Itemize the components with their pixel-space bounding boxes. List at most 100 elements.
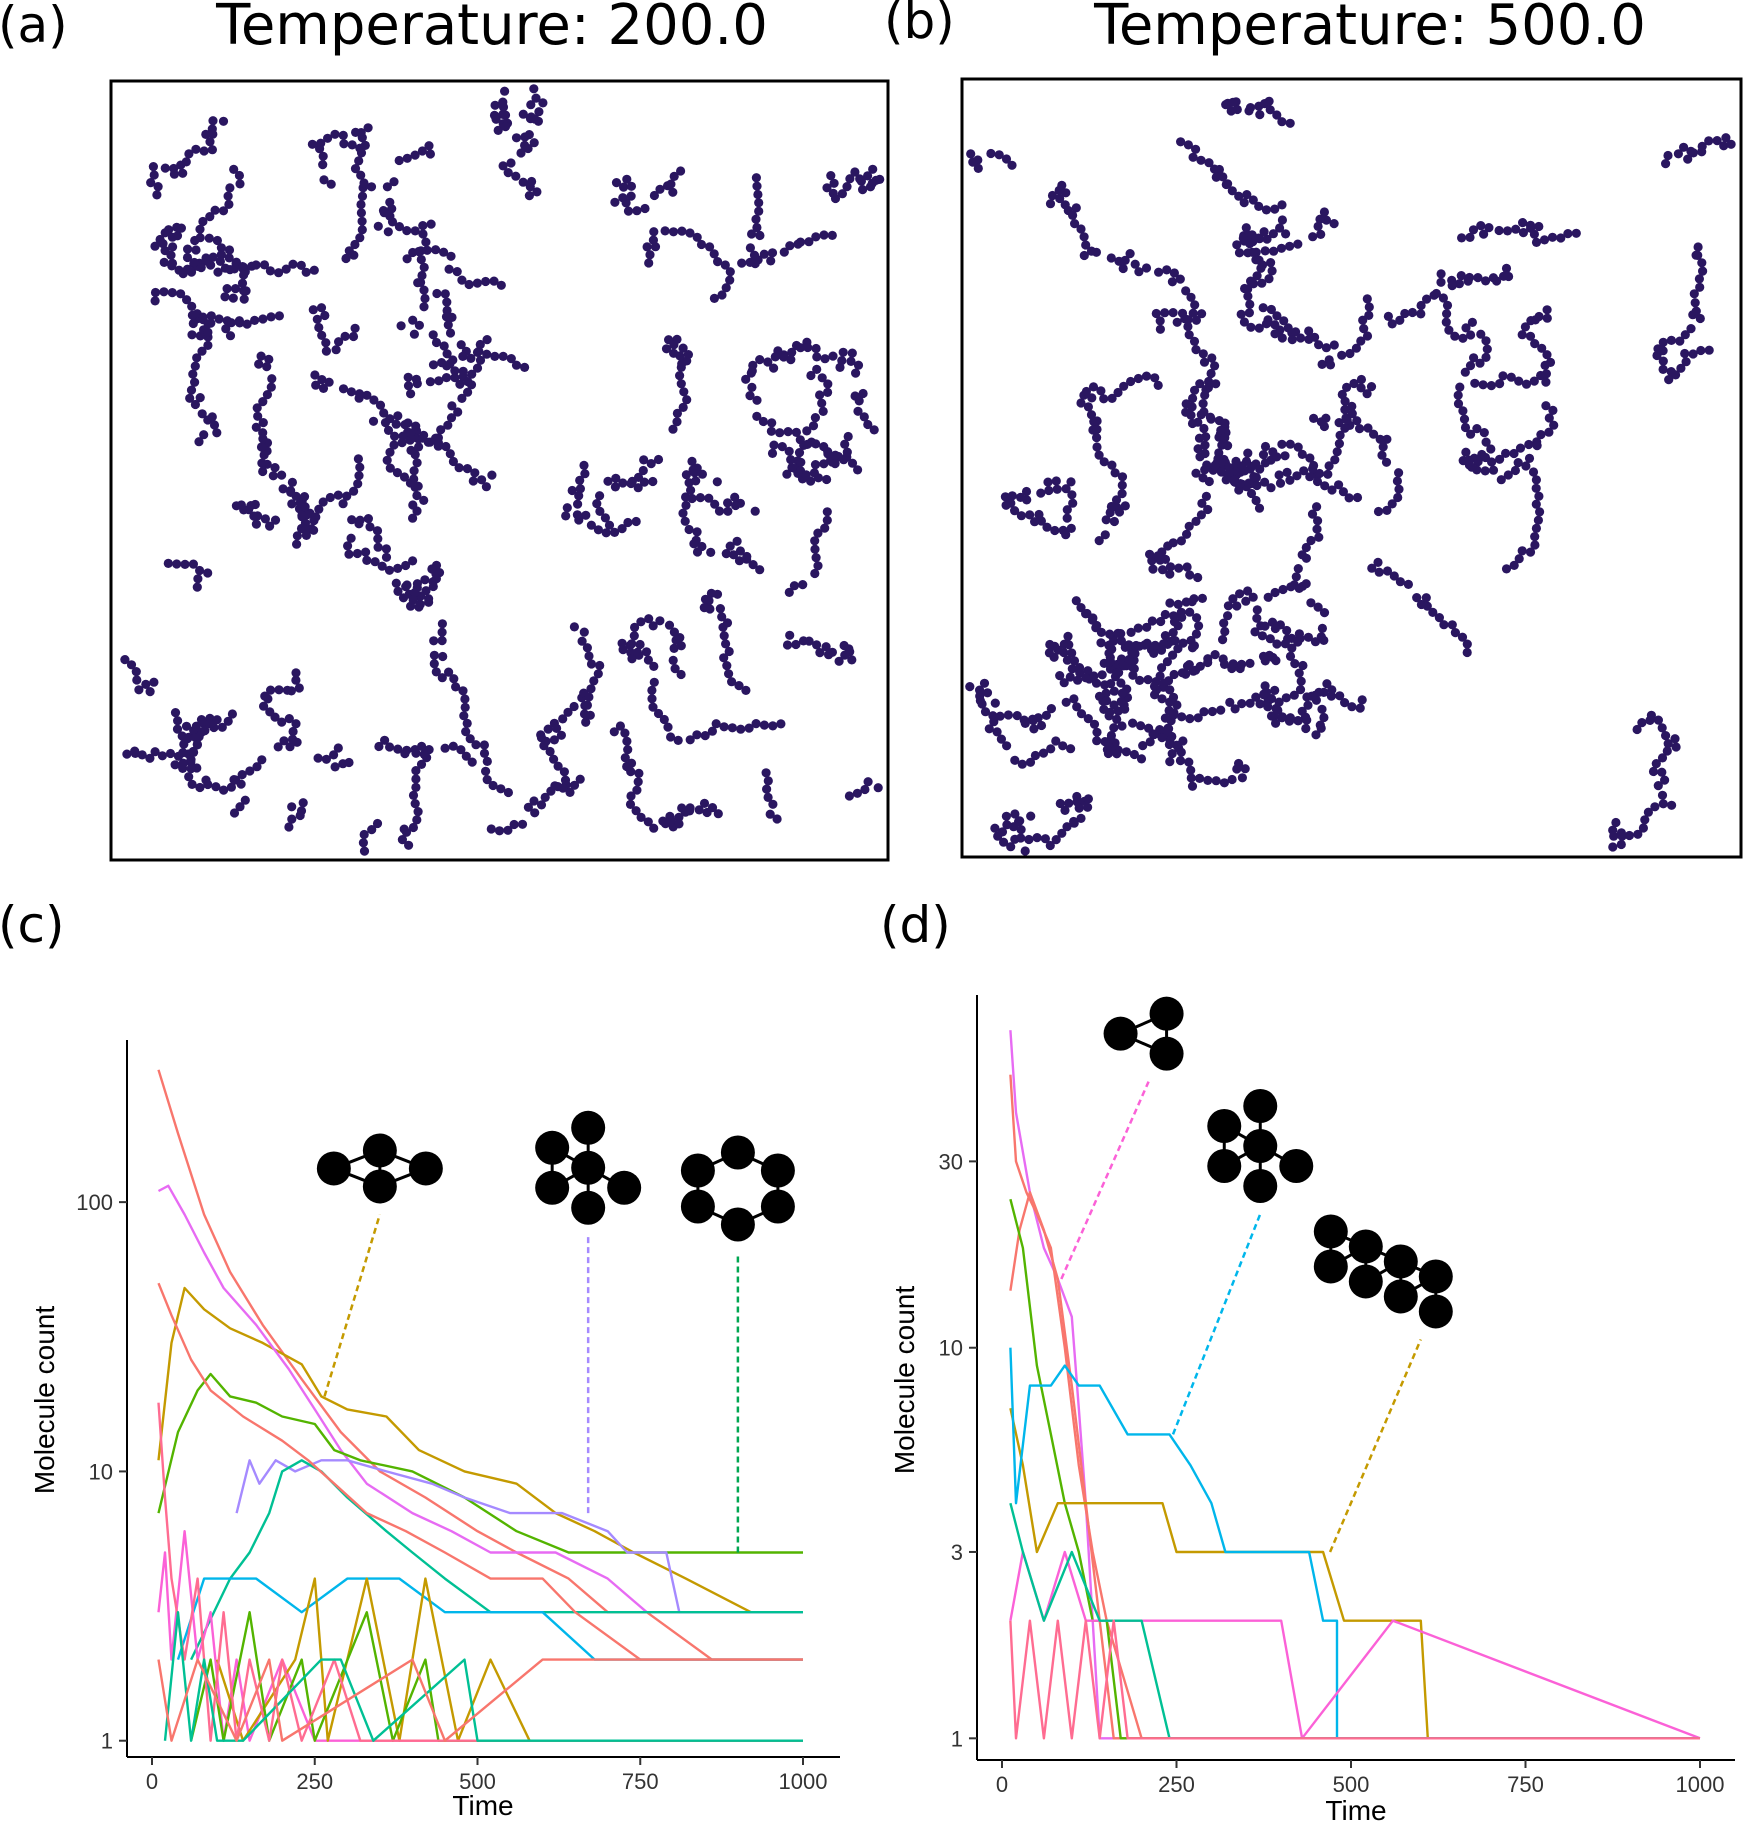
particle — [187, 330, 197, 340]
panel-label-a: (a) — [0, 0, 68, 54]
particle — [721, 639, 731, 649]
particle — [1235, 589, 1245, 599]
particle — [584, 651, 594, 661]
particle — [1517, 546, 1527, 556]
particle — [1176, 137, 1186, 147]
particle — [1058, 741, 1068, 751]
particle — [186, 267, 197, 277]
particle-cluster — [432, 288, 530, 372]
particle-cluster — [844, 777, 883, 801]
particle — [1197, 498, 1207, 508]
particle — [868, 164, 878, 174]
particle — [863, 171, 873, 181]
particle — [321, 338, 331, 348]
particle — [668, 227, 679, 237]
particle — [990, 698, 1000, 708]
particle — [489, 276, 499, 286]
particle — [1356, 374, 1366, 385]
particle — [1261, 205, 1271, 215]
particle — [258, 434, 268, 444]
particle — [1461, 323, 1471, 333]
particle — [1071, 596, 1081, 606]
particle — [369, 395, 379, 405]
particle — [1513, 458, 1523, 468]
particle — [994, 150, 1004, 160]
particle — [153, 182, 163, 192]
particle — [496, 280, 506, 290]
molecule-atom — [720, 1135, 755, 1170]
chart-c-ylabel: Molecule count — [29, 1306, 60, 1495]
series-line — [157, 1372, 803, 1554]
particle — [1335, 430, 1345, 440]
particle — [1488, 273, 1498, 283]
particle — [356, 170, 366, 180]
particle — [1254, 323, 1264, 333]
particle — [437, 627, 447, 637]
particle — [399, 824, 409, 834]
particle — [1002, 741, 1012, 751]
particle — [567, 485, 577, 496]
particle — [984, 724, 994, 734]
particle — [237, 278, 248, 288]
particle — [1298, 660, 1308, 671]
particle — [1157, 694, 1167, 704]
particle — [408, 315, 418, 325]
particle — [647, 694, 657, 704]
particle — [641, 647, 652, 657]
particle — [157, 751, 167, 761]
particle — [265, 707, 275, 717]
particle — [1329, 340, 1339, 350]
particle — [346, 387, 356, 397]
particle — [1196, 510, 1206, 520]
particle — [396, 321, 406, 331]
particle — [1243, 586, 1253, 596]
particle — [1521, 461, 1531, 471]
particle — [1121, 747, 1131, 757]
particle-cluster — [358, 818, 383, 856]
particle — [205, 719, 215, 729]
particle — [672, 417, 682, 427]
particle-cluster — [1094, 593, 1207, 717]
particle — [634, 768, 644, 779]
particle-cluster — [120, 655, 159, 697]
particle — [1277, 439, 1287, 449]
particle — [643, 655, 654, 665]
particle — [1234, 191, 1244, 201]
particle — [801, 470, 811, 480]
particle-cluster — [397, 741, 513, 850]
particle — [815, 390, 825, 400]
particle — [165, 748, 176, 759]
particle — [1263, 592, 1273, 602]
particle — [834, 656, 844, 666]
particle — [1456, 271, 1466, 281]
particle — [845, 174, 855, 184]
particle — [218, 116, 229, 126]
particle — [379, 208, 389, 218]
particle — [754, 198, 764, 208]
particle — [270, 515, 281, 525]
particle — [744, 723, 754, 733]
particle — [126, 660, 137, 670]
particle — [1141, 263, 1152, 273]
particle — [549, 735, 560, 745]
particle — [1686, 324, 1696, 334]
particle — [1182, 529, 1192, 539]
particle — [1142, 638, 1152, 648]
particle-cluster — [1176, 137, 1287, 215]
particle — [338, 130, 348, 140]
particle — [390, 431, 400, 441]
particle — [1316, 229, 1326, 239]
particle — [479, 740, 489, 750]
particle — [1466, 330, 1476, 340]
particle-cluster — [784, 507, 832, 598]
particle — [281, 264, 291, 274]
particle — [1272, 452, 1282, 462]
particle — [253, 411, 263, 421]
particle — [1308, 232, 1318, 242]
particle — [191, 245, 201, 255]
particle — [443, 320, 453, 330]
molecule-atom — [535, 1170, 570, 1205]
particle — [312, 314, 322, 324]
particle — [1110, 468, 1120, 478]
particle — [373, 534, 383, 544]
